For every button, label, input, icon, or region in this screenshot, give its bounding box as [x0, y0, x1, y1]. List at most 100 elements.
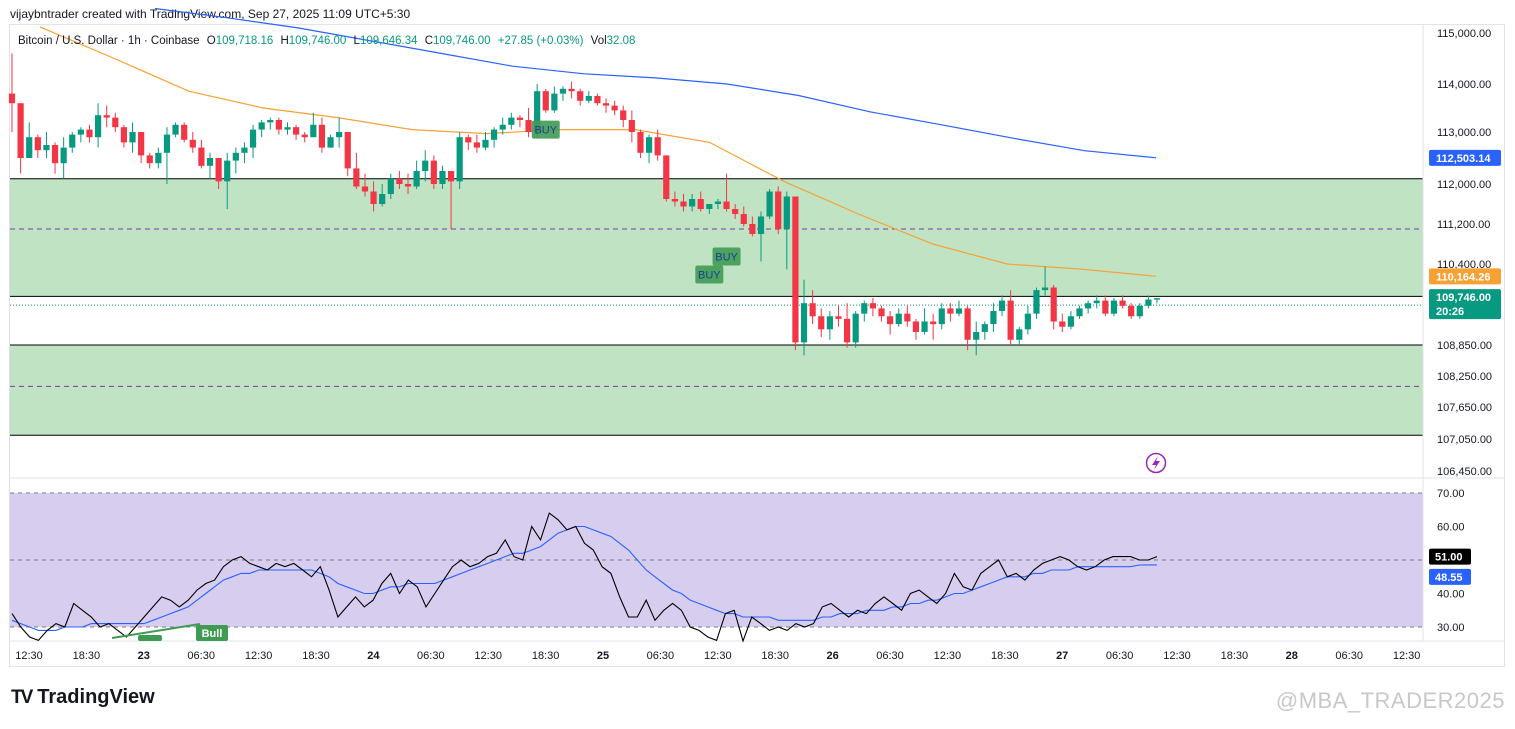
candle-body	[34, 137, 41, 151]
moving-average-layer	[39, 7, 1157, 277]
candle	[1145, 295, 1152, 309]
candle	[318, 117, 326, 153]
candle-body	[120, 127, 128, 143]
candle	[594, 93, 601, 106]
y-tick-label: 111,200.00	[1437, 219, 1490, 231]
candle	[249, 124, 257, 158]
candle-body	[465, 137, 472, 143]
candle	[637, 129, 644, 158]
candle-body	[878, 308, 885, 317]
candle	[1067, 311, 1075, 330]
candle-body	[361, 186, 369, 192]
candle	[327, 134, 334, 148]
high-value: 109,746.00	[288, 35, 347, 47]
candle-body	[181, 124, 188, 140]
volume-value: 32.08	[606, 35, 636, 47]
chart-legend: Bitcoin / U.S. Dollar · 1h · Coinbase O1…	[18, 35, 635, 47]
candle	[516, 115, 524, 128]
candle	[120, 124, 128, 148]
x-tick-label: 12:30	[245, 650, 273, 662]
x-tick-label: 18:30	[761, 650, 789, 662]
candle	[559, 86, 567, 101]
tradingview-brand[interactable]: TV TradingView	[11, 686, 155, 709]
open-value: 109,718.16	[215, 35, 274, 47]
x-tick-label: 12:30	[474, 650, 502, 662]
candle-body	[964, 308, 971, 340]
candle	[869, 297, 877, 317]
candle	[1102, 295, 1109, 317]
candle	[155, 147, 162, 169]
candle-body	[835, 316, 842, 319]
candle	[783, 191, 790, 270]
buy-label: BUY	[534, 125, 557, 137]
candle-body	[396, 178, 403, 184]
symbol-label[interactable]: Bitcoin / U.S. Dollar · 1h · Coinbase	[18, 35, 200, 47]
tradingview-logo-icon: TV	[11, 686, 33, 708]
candle-body	[318, 124, 326, 148]
x-tick-label: 12:30	[934, 650, 962, 662]
rsi-lines-layer: Bull	[11, 512, 1158, 643]
candle	[413, 160, 420, 189]
x-tick-label: 26	[826, 650, 838, 662]
candle-body	[310, 124, 317, 138]
x-tick-label: 06:30	[876, 650, 904, 662]
candle-body	[103, 115, 110, 118]
rsi-ma-box	[1429, 568, 1471, 585]
candle-body	[680, 201, 687, 207]
candle	[1085, 300, 1092, 314]
rsi-ma-label: 48.55	[1435, 572, 1463, 584]
candle-body	[740, 214, 747, 224]
alert-icon[interactable]	[1145, 452, 1167, 474]
x-tick-label: 12:30	[1393, 650, 1421, 662]
candle	[835, 305, 842, 327]
candle-body	[189, 139, 196, 148]
ema-slow-line	[154, 7, 1157, 159]
candle-body	[525, 120, 532, 132]
candle	[465, 134, 472, 151]
candle-body	[998, 300, 1006, 312]
x-tick-label: 23	[138, 650, 150, 662]
candle	[146, 152, 153, 169]
candle-body	[800, 303, 808, 343]
candle-body	[473, 142, 480, 148]
candle	[387, 173, 394, 199]
candle-body	[232, 152, 239, 161]
candle	[895, 308, 902, 327]
candle-body	[749, 224, 756, 234]
y-tick-label: 112,000.00	[1437, 179, 1491, 191]
candle	[551, 86, 558, 113]
candle-body	[706, 204, 713, 209]
price-tag[interactable]: 110,164.26	[1429, 268, 1501, 285]
x-tick-label: 06:30	[647, 650, 675, 662]
candle	[310, 112, 317, 138]
candle-body	[26, 137, 33, 158]
price-tag[interactable]: 112,503.14	[1429, 149, 1501, 166]
candle-body	[912, 321, 920, 332]
candle	[930, 313, 937, 340]
candle-body	[775, 191, 782, 229]
candle	[422, 150, 429, 182]
price-tag-label: 109,746.00	[1436, 292, 1491, 304]
y-tick-label: 108,250.00	[1437, 371, 1492, 383]
candle-body	[930, 321, 937, 325]
candle-body	[887, 316, 894, 325]
price-tag[interactable]: 109,746.00 20:26	[1429, 289, 1501, 320]
candle-body	[155, 152, 162, 164]
candle-body	[430, 160, 437, 184]
candle	[232, 147, 239, 174]
candle	[628, 110, 635, 143]
candle-body	[163, 134, 171, 153]
candle-body	[568, 88, 575, 92]
candle-body	[516, 117, 524, 120]
candle	[620, 105, 627, 128]
candle-body	[198, 147, 205, 166]
x-tick-label: 28	[1286, 650, 1298, 662]
candle-body	[94, 115, 102, 138]
candle-body	[1119, 300, 1126, 306]
candle-body	[534, 91, 541, 132]
candle-body	[714, 201, 722, 204]
candle-body	[422, 160, 429, 171]
candle	[887, 311, 894, 335]
candles-layer	[8, 53, 1161, 356]
